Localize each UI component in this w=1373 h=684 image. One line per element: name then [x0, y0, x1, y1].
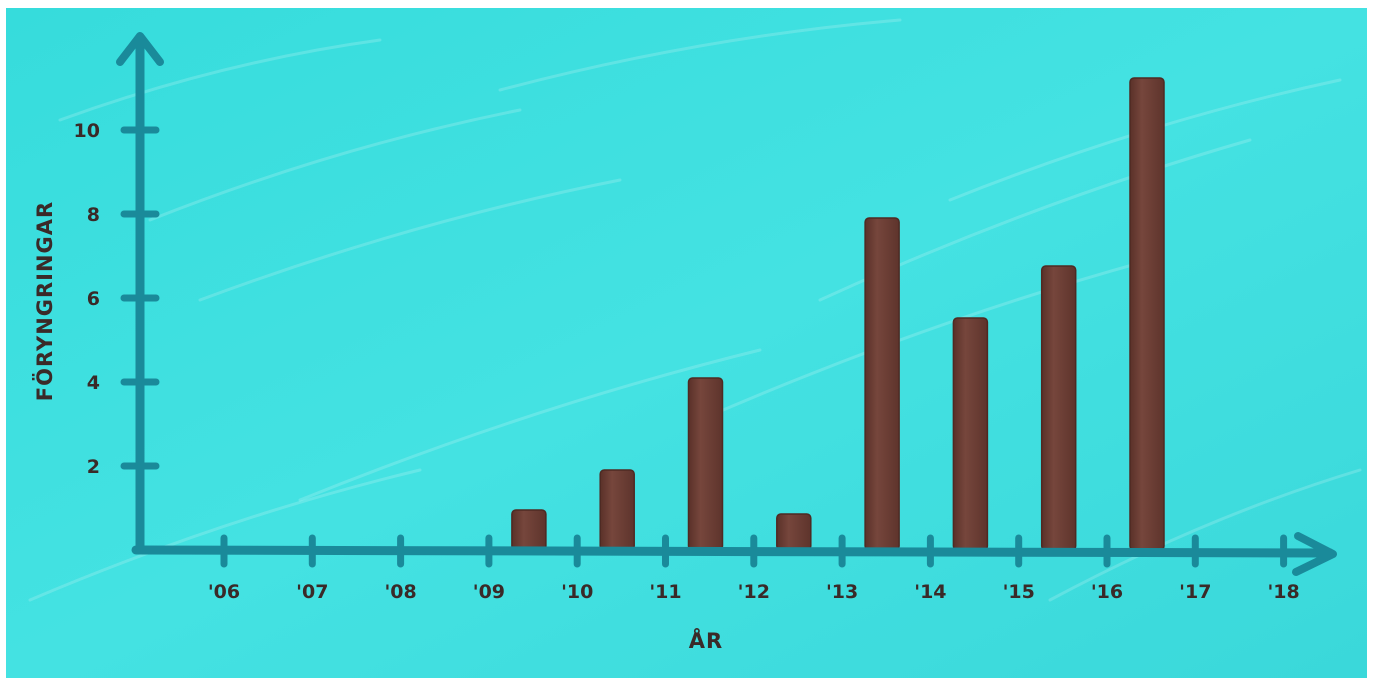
brush-stroke — [498, 18, 902, 92]
bar-11 — [687, 377, 724, 551]
x-tick-label: '12 — [738, 581, 770, 603]
brush-stroke — [1048, 468, 1362, 602]
x-axis-label: ÅR — [689, 628, 723, 653]
bar-09 — [511, 509, 547, 551]
brush-stroke — [298, 348, 762, 502]
x-tick-label: '09 — [473, 581, 505, 603]
bar-13 — [864, 217, 900, 551]
x-axis-line — [131, 545, 1335, 558]
bar-15 — [1040, 265, 1077, 551]
bar-16 — [1129, 77, 1165, 551]
y-tick-label-8: 8 — [87, 204, 100, 226]
brush-stroke — [28, 468, 422, 602]
bars — [511, 77, 1165, 551]
x-axis — [131, 532, 1337, 576]
x-tick-label: '10 — [561, 581, 593, 603]
x-tick-label: '17 — [1179, 581, 1211, 603]
x-tick-label: '08 — [384, 581, 416, 603]
bar-12 — [776, 513, 812, 551]
y-axis-arrowhead — [116, 32, 164, 66]
y-ticks: 2 4 6 8 10 — [74, 120, 160, 478]
x-tick-label: '16 — [1091, 581, 1123, 603]
x-tick-label: '06 — [208, 581, 240, 603]
bar-14 — [952, 317, 989, 551]
brush-stroke — [698, 258, 1152, 422]
y-tick-label-10: 10 — [74, 120, 100, 142]
y-tick-label-4: 4 — [87, 372, 100, 394]
x-tick-label: '13 — [826, 581, 858, 603]
y-tick-label-6: 6 — [87, 288, 100, 310]
x-tick-label: '11 — [649, 581, 681, 603]
x-ticks: '06 '07 '08 '09 '10 '11 '12 '13 '14 '15 '16 '17 '18 — [208, 534, 1300, 603]
x-tick-label: '15 — [1003, 581, 1035, 603]
x-tick-label: '14 — [914, 581, 946, 603]
bar-10 — [599, 469, 635, 551]
brush-stroke — [148, 108, 522, 222]
y-tick-label-2: 2 — [87, 456, 100, 478]
x-tick-label: '07 — [296, 581, 328, 603]
x-axis-arrowhead — [1292, 532, 1337, 576]
brush-stroke — [58, 38, 382, 122]
x-tick-label: '18 — [1267, 581, 1299, 603]
y-axis-label: FÖRYNGRINGAR — [32, 201, 57, 401]
brush-stroke — [198, 178, 622, 302]
